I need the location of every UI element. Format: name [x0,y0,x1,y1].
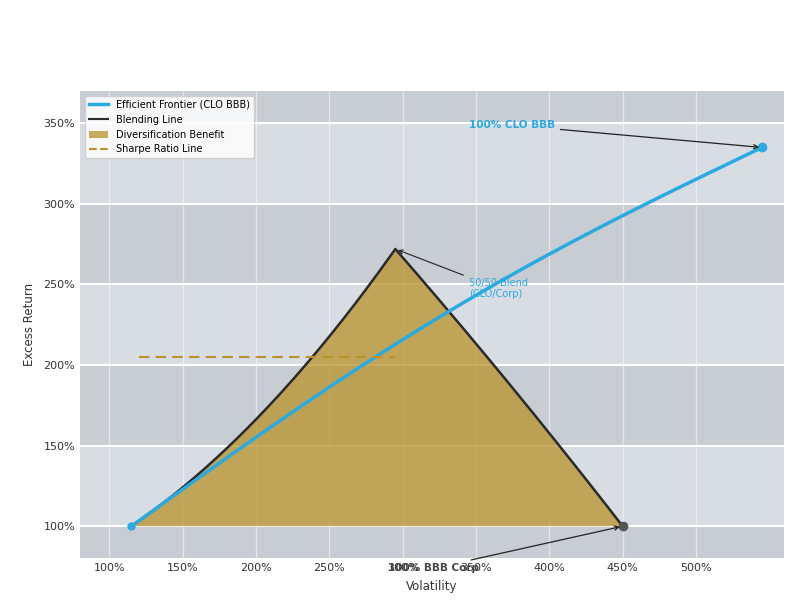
Y-axis label: Excess Return: Excess Return [23,283,37,366]
Bar [80,365,784,446]
Polygon shape [131,249,622,526]
Legend: Efficient Frontier (CLO BBB), Blending Line, Diversification Benefit, Sharpe Rat: Efficient Frontier (CLO BBB), Blending L… [85,96,254,158]
Bar [80,123,784,204]
Bar [80,285,784,365]
Bar [80,446,784,526]
Bar [80,204,784,285]
X-axis label: Volatility: Volatility [406,580,458,593]
Text: 100% CLO BBB: 100% CLO BBB [469,120,758,149]
Text: 50/50 Blend
(CLO/Corp): 50/50 Blend (CLO/Corp) [399,250,528,299]
Bar [80,526,784,558]
Text: Figure 4: Excess annual returns and volatility of portfolios blending BBB Corpor: Figure 4: Excess annual returns and vola… [40,32,760,46]
Bar [80,91,784,123]
Text: Source: Citi Velocity, JPMorgan, Bloomberg, Barclays. Data as of December 31, 20: Source: Citi Velocity, JPMorgan, Bloombe… [12,586,396,595]
Text: 100% BBB Corp: 100% BBB Corp [388,526,618,574]
